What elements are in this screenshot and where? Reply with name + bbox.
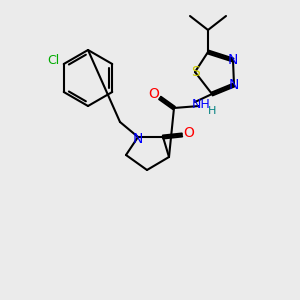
Text: S: S [190, 65, 200, 79]
Text: N: N [229, 78, 239, 92]
Text: NH: NH [192, 98, 210, 110]
Text: Cl: Cl [48, 55, 60, 68]
Text: N: N [133, 132, 143, 146]
Text: O: O [184, 126, 194, 140]
Text: N: N [228, 53, 238, 67]
Text: H: H [208, 106, 216, 116]
Text: O: O [148, 87, 159, 101]
